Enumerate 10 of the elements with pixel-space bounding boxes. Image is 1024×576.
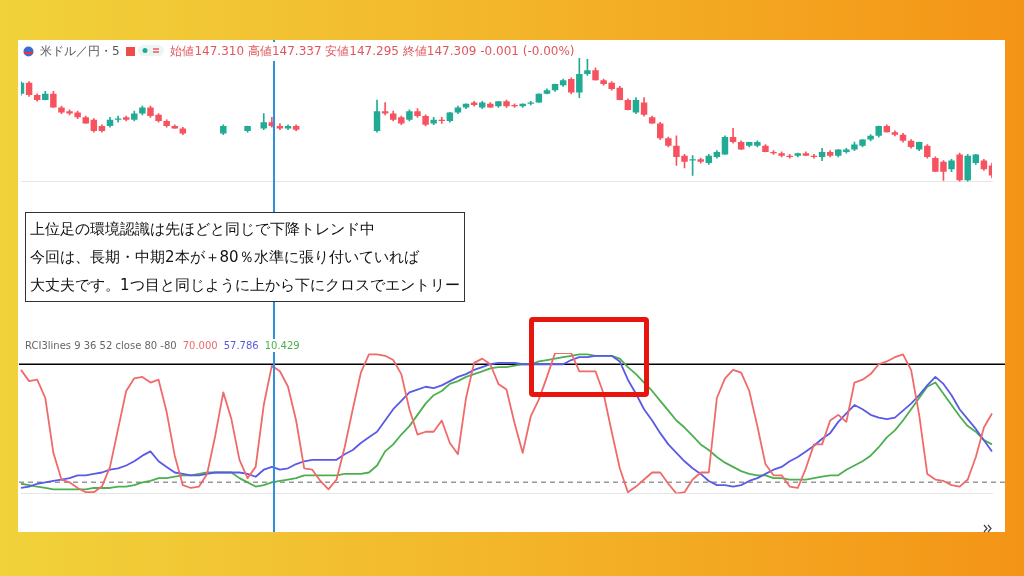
chart-subtitle: 始値147.310 高値147.337 安値147.295 終値147.309 -0.001 (-0.00%) [170,43,575,60]
text: 大丈夫です。1つ目と同じように上から下にクロスでエントリー [30,275,460,296]
chart-title: 米ドル／円・5 [40,43,120,60]
text: 今回は、長期・中期2本が＋80％水準に張り付いていれば [30,247,420,268]
chart-title: RCI3lines 9 36 52 close 80 -80 [25,340,177,351]
text: 70.000 [182,340,218,351]
text: 57.786 [223,340,259,351]
text: 上位足の環境認識は先ほどと同じで下降トレンド中 [30,219,376,240]
candlestick [381,102,389,116]
text: 10.429 [264,340,300,351]
